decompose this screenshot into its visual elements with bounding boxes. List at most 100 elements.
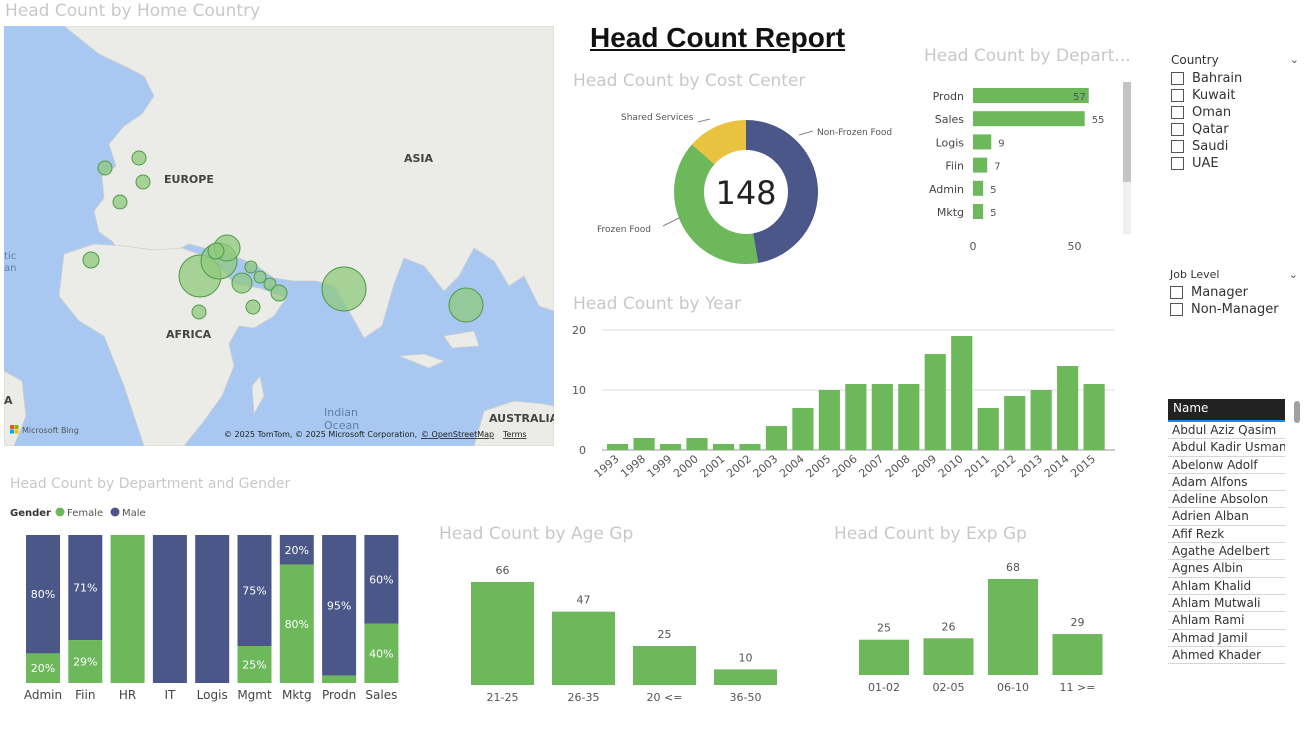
dept-bar[interactable] bbox=[973, 204, 984, 219]
dept-bar[interactable] bbox=[973, 134, 992, 150]
dept-bar[interactable] bbox=[973, 180, 984, 196]
female-segment[interactable] bbox=[279, 564, 314, 683]
checkbox[interactable] bbox=[1170, 286, 1183, 299]
name-column-header[interactable]: Name bbox=[1168, 399, 1285, 422]
exp-bar-chart[interactable]: 25 01-02 26 02-05 68 06-10 29 11 >= bbox=[845, 555, 1125, 705]
checkbox[interactable] bbox=[1171, 106, 1184, 119]
male-segment[interactable] bbox=[152, 535, 187, 683]
legend-marker[interactable] bbox=[110, 507, 120, 517]
age-bar[interactable] bbox=[471, 582, 534, 685]
name-table-row[interactable]: Ahlam Mutwali bbox=[1168, 595, 1285, 613]
name-table-row[interactable]: Abdul Aziz Qasim bbox=[1168, 422, 1285, 440]
exp-bar[interactable] bbox=[988, 579, 1038, 675]
year-bar[interactable] bbox=[739, 444, 761, 450]
female-segment[interactable] bbox=[110, 535, 145, 683]
name-table[interactable]: Name Abdul Aziz Qasim Abdul Kadir Usman Ab… bbox=[1168, 399, 1285, 665]
job-level-option-non-manager[interactable]: Non-Manager bbox=[1170, 301, 1298, 318]
country-option-oman[interactable]: Oman bbox=[1171, 104, 1299, 121]
male-segment[interactable] bbox=[195, 535, 230, 683]
year-bar[interactable] bbox=[924, 354, 946, 450]
department-scrollbar[interactable] bbox=[1123, 82, 1131, 234]
dept-gender-chart[interactable]: Gender Female Male 80% 20% Admin 71% 29% Fiin HR I… bbox=[10, 500, 410, 705]
year-bar[interactable] bbox=[845, 384, 867, 450]
age-bar[interactable] bbox=[714, 669, 777, 685]
name-table-row[interactable]: Ahlam Khalid bbox=[1168, 578, 1285, 595]
male-segment[interactable] bbox=[68, 535, 103, 641]
name-table-row[interactable]: Adeline Absolon bbox=[1168, 491, 1285, 509]
name-table-row[interactable]: Ahmad Jamil bbox=[1168, 630, 1285, 647]
name-table-scrollbar[interactable] bbox=[1294, 401, 1300, 423]
female-segment[interactable] bbox=[237, 646, 272, 683]
year-bar[interactable] bbox=[765, 426, 788, 450]
age-bar[interactable] bbox=[633, 645, 696, 685]
name-table-row[interactable]: Adrien Alban bbox=[1168, 508, 1285, 526]
country-option-bahrain[interactable]: Bahrain bbox=[1171, 70, 1299, 87]
female-segment[interactable] bbox=[322, 675, 357, 683]
exp-bar[interactable] bbox=[923, 638, 974, 675]
male-segment[interactable] bbox=[322, 535, 357, 676]
female-segment[interactable] bbox=[68, 640, 103, 683]
donut-slice-shared[interactable] bbox=[691, 120, 746, 165]
map-bubble[interactable] bbox=[131, 150, 147, 166]
map-bubble[interactable] bbox=[207, 242, 225, 260]
donut-slice-frozen[interactable] bbox=[674, 144, 759, 264]
year-bar[interactable] bbox=[1057, 366, 1079, 450]
year-bar[interactable] bbox=[898, 384, 920, 450]
age-bar[interactable] bbox=[552, 611, 615, 685]
name-table-row[interactable]: Abelonw Adolf bbox=[1168, 457, 1285, 474]
male-segment[interactable] bbox=[26, 535, 60, 654]
age-bar-chart[interactable]: 66 21-25 47 26-35 25 20 <= 10 36-50 bbox=[455, 555, 795, 705]
year-bar[interactable] bbox=[1083, 384, 1105, 450]
map-bubble[interactable] bbox=[321, 266, 367, 312]
map-bubble[interactable] bbox=[191, 304, 207, 320]
female-segment[interactable] bbox=[364, 623, 399, 683]
name-table-row[interactable]: Afif Rezk bbox=[1168, 526, 1285, 544]
map-osm-link[interactable]: © OpenStreetMap bbox=[421, 430, 494, 439]
year-bar[interactable] bbox=[633, 438, 655, 450]
job-level-option-manager[interactable]: Manager bbox=[1170, 284, 1298, 301]
donut-slice-nonfrozen[interactable] bbox=[746, 120, 818, 263]
cost-center-donut[interactable]: 148 Shared Services Non-Frozen Food Froz… bbox=[580, 100, 920, 280]
dept-bar[interactable] bbox=[973, 88, 1089, 103]
year-bar[interactable] bbox=[1004, 396, 1026, 450]
map-bubble[interactable] bbox=[448, 287, 484, 323]
country-slicer[interactable]: Country ⌄ Bahrain Kuwait Oman Qatar Saudi UAE bbox=[1171, 53, 1299, 172]
checkbox[interactable] bbox=[1171, 89, 1184, 102]
map-bubble[interactable] bbox=[112, 194, 128, 210]
name-table-row[interactable]: Abdul Kadir Usman bbox=[1168, 439, 1285, 457]
country-option-qatar[interactable]: Qatar bbox=[1171, 121, 1299, 138]
name-table-row[interactable]: Agathe Adelbert bbox=[1168, 543, 1285, 561]
checkbox[interactable] bbox=[1171, 157, 1184, 170]
chevron-down-icon[interactable]: ⌄ bbox=[1288, 268, 1298, 281]
map-bubble[interactable] bbox=[245, 299, 261, 315]
legend-label[interactable]: Female bbox=[67, 508, 103, 519]
department-scrollbar-thumb[interactable] bbox=[1123, 82, 1131, 182]
map-bubble[interactable] bbox=[231, 272, 253, 294]
dept-bar[interactable] bbox=[973, 157, 988, 173]
year-bar-chart[interactable]: 0102019931998199920002001200220032004200… bbox=[565, 318, 1125, 488]
country-option-uae[interactable]: UAE bbox=[1171, 155, 1299, 172]
year-bar[interactable] bbox=[607, 444, 629, 450]
home-country-map[interactable]: EUROPE ASIA AFRICA Indian Ocean AUSTRALI… bbox=[3, 25, 559, 447]
exp-bar[interactable] bbox=[1052, 634, 1103, 675]
female-segment[interactable] bbox=[26, 653, 60, 683]
checkbox[interactable] bbox=[1171, 140, 1184, 153]
male-segment[interactable] bbox=[237, 535, 272, 646]
year-bar[interactable] bbox=[871, 384, 893, 450]
map-bubble[interactable] bbox=[82, 251, 100, 269]
year-bar[interactable] bbox=[792, 408, 814, 450]
dept-bar[interactable] bbox=[973, 111, 1085, 127]
chevron-down-icon[interactable]: ⌄ bbox=[1289, 53, 1299, 66]
checkbox[interactable] bbox=[1170, 303, 1183, 316]
map-bubble[interactable] bbox=[270, 284, 288, 302]
year-bar[interactable] bbox=[951, 336, 973, 450]
year-bar[interactable] bbox=[977, 408, 999, 450]
name-table-row[interactable]: Agnes Albin bbox=[1168, 560, 1285, 578]
country-option-saudi[interactable]: Saudi bbox=[1171, 138, 1299, 155]
legend-marker[interactable] bbox=[55, 507, 65, 517]
year-bar[interactable] bbox=[1030, 390, 1052, 450]
map-bubble[interactable] bbox=[135, 174, 151, 190]
male-segment[interactable] bbox=[364, 535, 399, 624]
year-bar[interactable] bbox=[712, 444, 735, 450]
